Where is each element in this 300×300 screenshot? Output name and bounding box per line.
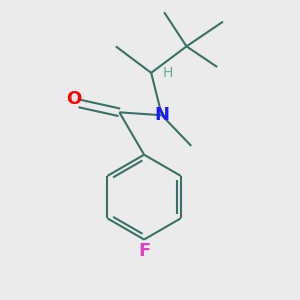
Text: N: N xyxy=(154,106,169,124)
Text: H: H xyxy=(163,66,173,80)
Text: F: F xyxy=(138,242,150,260)
Text: O: O xyxy=(66,90,81,108)
